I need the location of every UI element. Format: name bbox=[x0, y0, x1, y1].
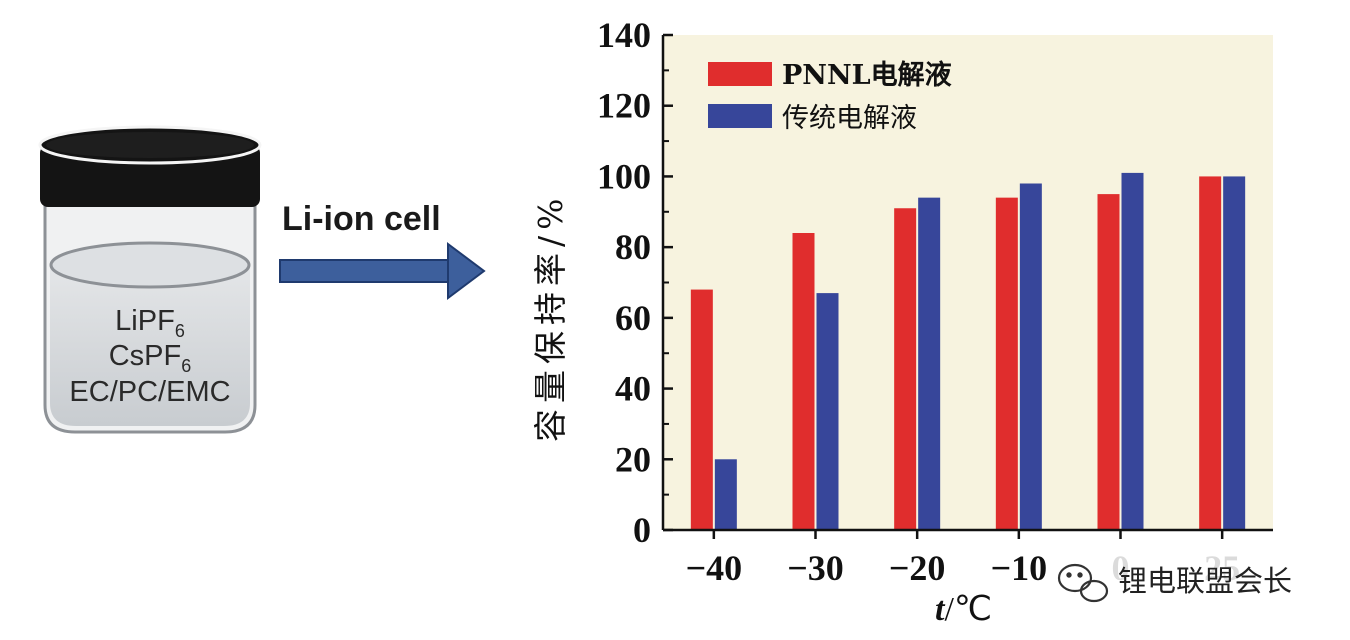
y-tick-label-120: 120 bbox=[597, 86, 651, 126]
bar-pnnl--40 bbox=[690, 289, 713, 530]
y-tick-label-80: 80 bbox=[615, 227, 651, 267]
jar-liquid bbox=[50, 265, 250, 426]
bar-pnnl--10 bbox=[995, 197, 1018, 530]
salt-label-1: LiPF6 bbox=[115, 305, 185, 341]
legend-swatch-traditional bbox=[708, 104, 772, 128]
y-tick-label-40: 40 bbox=[615, 369, 651, 409]
salt-label-2: CsPF6 bbox=[108, 340, 192, 376]
bar-traditional--40 bbox=[714, 459, 737, 530]
watermark: 锂电联盟会长 bbox=[1050, 555, 1350, 607]
x-tick-label--10: −10 bbox=[991, 548, 1048, 588]
x-tick-label--30: −30 bbox=[787, 548, 844, 588]
bar-pnnl--30 bbox=[792, 233, 815, 530]
x-tick-label--40: −40 bbox=[686, 548, 743, 588]
jar-drawing bbox=[38, 125, 486, 434]
bar-pnnl-25 bbox=[1199, 176, 1222, 530]
bar-pnnl--20 bbox=[894, 208, 917, 530]
bar-pnnl-0 bbox=[1097, 194, 1120, 530]
jar-lid-top-inner bbox=[46, 132, 254, 158]
arrow-head-icon bbox=[447, 242, 486, 300]
legend-label-traditional: 传统电解液 bbox=[782, 103, 917, 134]
y-tick-label-140: 140 bbox=[597, 15, 651, 55]
wechat-icon bbox=[1057, 563, 1109, 603]
y-tick-label-60: 60 bbox=[615, 298, 651, 338]
liquid-surface bbox=[49, 241, 251, 289]
legend-swatch-pnnl bbox=[708, 62, 772, 86]
solvent-label: EC/PC/EMC bbox=[69, 376, 231, 408]
bar-traditional-25 bbox=[1223, 176, 1246, 530]
bar-traditional--30 bbox=[816, 293, 839, 530]
watermark-text: 锂电联盟会长 bbox=[1118, 564, 1292, 598]
y-axis-label: 容量保持率/% bbox=[531, 193, 570, 442]
y-tick-label-100: 100 bbox=[597, 156, 651, 196]
legend-label-pnnl: PNNL电解液 bbox=[782, 60, 952, 91]
bar-traditional--20 bbox=[918, 197, 941, 530]
x-tick-label--20: −20 bbox=[889, 548, 946, 588]
arrow-label: Li-ion cell bbox=[282, 200, 441, 238]
bar-traditional-0 bbox=[1121, 172, 1144, 530]
y-ticks: 0 20 40 60 80 100 120 140 bbox=[597, 15, 673, 550]
x-axis-label: t/℃ bbox=[935, 591, 992, 628]
y-tick-label-0: 0 bbox=[633, 510, 651, 550]
bar-traditional--10 bbox=[1019, 183, 1042, 530]
bar-group bbox=[690, 172, 1246, 530]
y-tick-label-20: 20 bbox=[615, 439, 651, 479]
electrolyte-illustration: LiPF6 CsPF6 EC/PC/EMC Li-ion cell bbox=[0, 0, 520, 640]
